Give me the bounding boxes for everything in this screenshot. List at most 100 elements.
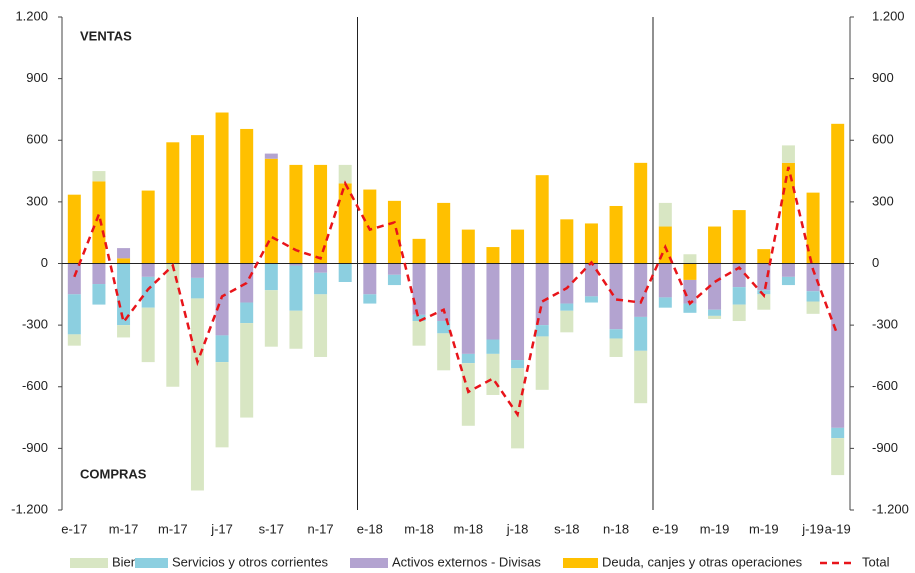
legend-swatch [563, 558, 598, 568]
bar-segment [117, 263, 131, 326]
bar-segment [141, 263, 155, 277]
bar-segment [781, 263, 795, 277]
bar-segment [412, 314, 426, 322]
x-tick-label: n-18 [603, 521, 629, 536]
bar-segment [363, 189, 377, 264]
bar-segment [708, 263, 722, 310]
bar-segment [215, 335, 229, 363]
bar-segment [781, 162, 795, 264]
bar-segment [806, 291, 820, 302]
bar-segment [732, 304, 746, 322]
y2-tick-label: 300 [872, 193, 894, 208]
bar-segment [486, 339, 500, 354]
bar-segment [806, 192, 820, 264]
bar-segment [781, 276, 795, 286]
bar-segment [511, 263, 525, 361]
bar-segment [166, 142, 180, 264]
y2-tick-label: -600 [872, 378, 898, 393]
bar-segment [560, 310, 574, 333]
bar-segment [634, 263, 648, 317]
bar-segment [560, 303, 574, 311]
bar-segment [584, 263, 598, 297]
bar-segment [486, 263, 500, 340]
bar-segment [215, 362, 229, 448]
bar-segment [264, 263, 278, 291]
bar-segment [658, 263, 672, 298]
bar-segment [535, 263, 549, 326]
bar-segment [683, 279, 697, 304]
bar-segment [732, 210, 746, 264]
bar-segment [461, 263, 475, 354]
bar-segment [511, 368, 525, 449]
legend-swatch [350, 558, 388, 568]
bar-segment [314, 294, 328, 357]
bar-segment [609, 338, 623, 357]
bar-segment [363, 294, 377, 304]
bar-segment [757, 249, 771, 264]
legend-label: Activos externos - Divisas [392, 554, 541, 569]
y-tick-label: 0 [41, 255, 48, 270]
bar-segment [437, 333, 451, 371]
x-tick-label: s-18 [554, 521, 579, 536]
bar-segment [141, 276, 155, 308]
x-tick-label: m-17 [109, 521, 139, 536]
bar-segment [289, 310, 303, 349]
x-tick-label: m-19 [749, 521, 779, 536]
x-tick-label: m-18 [404, 521, 434, 536]
bar-segment [240, 302, 254, 324]
bar-segment [831, 263, 845, 428]
x-tick-label: a-19 [825, 521, 851, 536]
y2-tick-label: 1.200 [872, 8, 905, 23]
bar-segment [781, 145, 795, 163]
x-tick-label: e-19 [652, 521, 678, 536]
bar-segment [264, 153, 278, 159]
y-tick-label: -300 [22, 317, 48, 332]
bar-segment [338, 164, 352, 184]
legend-label: Servicios y otros corrientes [172, 554, 329, 569]
bar-segment [486, 247, 500, 264]
y2-tick-label: 600 [872, 132, 894, 147]
bar-segment [486, 353, 500, 395]
y2-tick-label: 900 [872, 70, 894, 85]
y2-tick-label: -300 [872, 317, 898, 332]
bar-segment [511, 229, 525, 264]
bar-segment [609, 205, 623, 264]
bar-segment [806, 263, 820, 292]
bar-segment [215, 112, 229, 264]
legend-swatch [70, 558, 108, 568]
bar-segment [560, 263, 574, 304]
bar-segment [314, 164, 328, 264]
x-tick-label: e-18 [357, 521, 383, 536]
y2-tick-label: -900 [872, 440, 898, 455]
bar-segment [92, 263, 106, 285]
x-tick-label: j-17 [210, 521, 233, 536]
bar-segment [535, 175, 549, 264]
bar-segment [658, 297, 672, 308]
bar-segment [757, 294, 771, 310]
bar-segment [338, 183, 352, 264]
bar-segment [387, 200, 401, 264]
bar-segment [831, 427, 845, 439]
bar-segment [190, 298, 204, 491]
bar-segment [535, 325, 549, 337]
bar-segment [461, 353, 475, 364]
y-tick-label: 900 [26, 70, 48, 85]
x-tick-label: n-17 [308, 521, 334, 536]
bar-segment [117, 325, 131, 338]
total-line [73, 166, 839, 418]
bar-segment [511, 360, 525, 369]
bar-segment [314, 263, 328, 273]
y-tick-label: 600 [26, 132, 48, 147]
bar-segment [190, 135, 204, 264]
bar-segment [92, 171, 106, 182]
bar-segment [634, 162, 648, 264]
bar-segment [117, 258, 131, 264]
legend-swatch [135, 558, 168, 568]
bar-segment [338, 263, 352, 282]
x-tick-label: s-17 [259, 521, 284, 536]
bar-segment [412, 321, 426, 346]
bar-segment [67, 334, 81, 346]
bar-segment [240, 323, 254, 418]
x-tick-label: j-18 [506, 521, 529, 536]
